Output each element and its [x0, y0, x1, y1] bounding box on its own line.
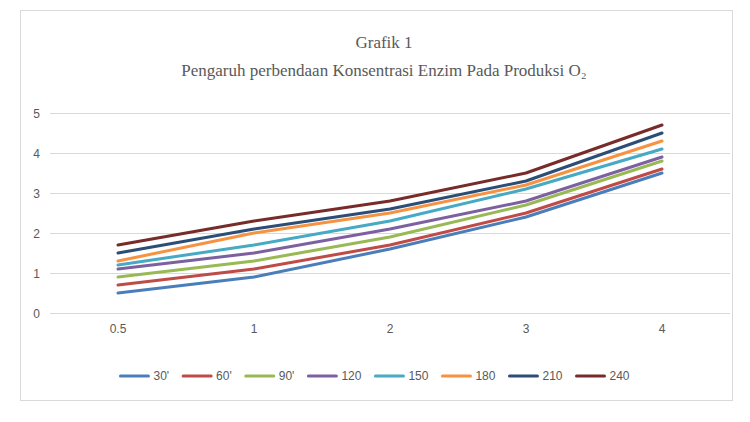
legend-swatch — [183, 375, 211, 378]
series-line — [118, 125, 662, 245]
series-line — [118, 133, 662, 253]
y-tick-label: 3 — [33, 187, 40, 201]
grid-line — [50, 313, 730, 314]
legend-label: 210 — [542, 369, 562, 383]
legend-label: 240 — [610, 369, 630, 383]
legend-item: 210 — [509, 369, 562, 383]
legend-item: 90' — [246, 369, 295, 383]
x-tick-label: 3 — [523, 322, 530, 336]
legend-label: 150 — [408, 369, 428, 383]
legend-label: 120 — [341, 369, 361, 383]
legend-label: 60' — [216, 369, 232, 383]
y-tick-label: 1 — [33, 267, 40, 281]
y-tick-label: 4 — [33, 147, 40, 161]
legend-label: 30' — [153, 369, 169, 383]
legend-label: 90' — [279, 369, 295, 383]
y-tick-label: 2 — [33, 227, 40, 241]
legend-item: 180 — [442, 369, 495, 383]
x-tick-label: 4 — [659, 322, 666, 336]
x-tick-label: 0.5 — [110, 322, 127, 336]
legend-swatch — [120, 375, 148, 378]
legend-item: 120 — [308, 369, 361, 383]
title: Grafik 1 — [355, 33, 412, 52]
y-tick-label: 5 — [33, 107, 40, 121]
plot-area — [118, 125, 662, 293]
x-tick-label: 2 — [387, 322, 394, 336]
grid-line — [50, 233, 730, 234]
subtitle: Pengaruh perbendaan Konsentrasi Enzim Pa… — [181, 61, 586, 80]
legend-swatch — [509, 375, 537, 378]
legend-swatch — [246, 375, 274, 378]
grid-line — [50, 113, 730, 114]
legend-item: 240 — [577, 369, 630, 383]
legend-item: 150 — [375, 369, 428, 383]
chart: Grafik 1 Pengaruh perbendaan Konsentrasi … — [0, 0, 750, 422]
x-tick-label: 1 — [251, 322, 258, 336]
legend-swatch — [308, 375, 336, 378]
legend-swatch — [442, 375, 470, 378]
legend-item: 60' — [183, 369, 232, 383]
grid-line — [50, 193, 730, 194]
y-tick-label: 0 — [33, 307, 40, 321]
legend: 30' 60' 90' 120 150 180 210 240 — [120, 369, 629, 383]
legend-item: 30' — [120, 369, 169, 383]
legend-swatch — [375, 375, 403, 378]
legend-label: 180 — [475, 369, 495, 383]
legend-swatch — [577, 375, 605, 378]
chart-frame — [21, 11, 733, 401]
